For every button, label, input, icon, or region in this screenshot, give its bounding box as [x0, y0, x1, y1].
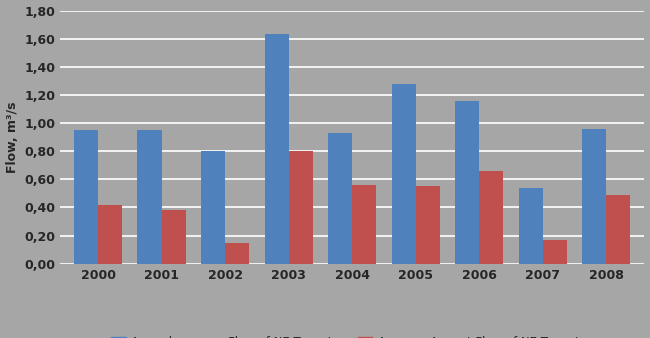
- Y-axis label: Flow, m³/s: Flow, m³/s: [6, 101, 19, 173]
- Bar: [582, 129, 606, 264]
- Bar: [391, 84, 416, 264]
- Bar: [225, 243, 250, 264]
- Bar: [519, 188, 543, 264]
- Bar: [416, 186, 440, 264]
- Bar: [289, 151, 313, 264]
- Bar: [606, 195, 630, 264]
- Bar: [74, 130, 98, 264]
- Bar: [201, 151, 225, 264]
- Bar: [265, 34, 289, 264]
- Bar: [98, 204, 122, 264]
- Legend: Annual average Flow of NE Taygetos, Average August Flow of NE Taygetos: Annual average Flow of NE Taygetos, Aver…: [107, 332, 598, 338]
- Bar: [543, 240, 567, 264]
- Bar: [162, 210, 186, 264]
- Bar: [479, 171, 503, 264]
- Bar: [138, 130, 162, 264]
- Bar: [352, 185, 376, 264]
- Bar: [328, 133, 352, 264]
- Bar: [455, 100, 479, 264]
